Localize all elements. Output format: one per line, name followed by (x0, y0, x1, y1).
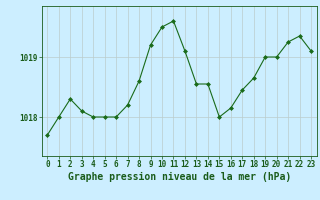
X-axis label: Graphe pression niveau de la mer (hPa): Graphe pression niveau de la mer (hPa) (68, 172, 291, 182)
